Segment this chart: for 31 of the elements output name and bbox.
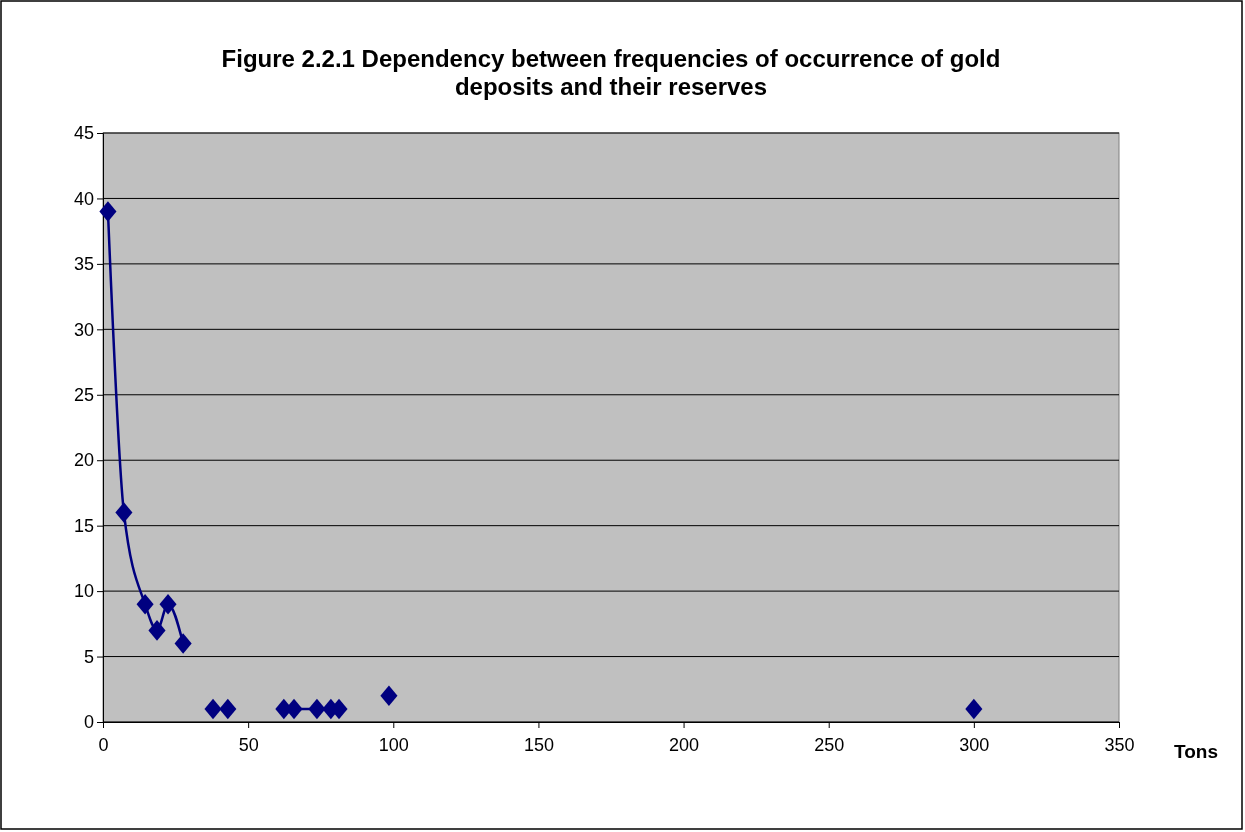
- y-tick-label: 15: [73, 515, 94, 536]
- point: [136, 593, 154, 615]
- y-tick-label: 35: [73, 254, 94, 275]
- point: [174, 633, 192, 654]
- x-tick-label: 250: [814, 734, 845, 755]
- x-tick-label: 200: [669, 734, 700, 755]
- y-tick-label: 40: [73, 188, 94, 209]
- x-tick-label: 100: [378, 734, 409, 755]
- x-tick-label: 0: [98, 734, 109, 755]
- x-tick-label: 150: [523, 734, 554, 755]
- point: [99, 201, 117, 222]
- point: [380, 685, 398, 707]
- point: [219, 698, 237, 720]
- point: [204, 698, 222, 720]
- chart-title: Figure 2.2.1 Dependency between frequencies of occurrence of gold deposits and their reserves: [221, 45, 1001, 100]
- y-tick-label: 30: [73, 319, 94, 340]
- y-tick-label: 0: [83, 712, 94, 733]
- y-tick-label: 5: [83, 646, 94, 667]
- y-tick-label: 20: [73, 450, 94, 471]
- y-tick-label: 10: [73, 581, 94, 602]
- point: [965, 698, 983, 720]
- x-tick-label: 300: [959, 734, 990, 755]
- y-tick-label: 25: [73, 385, 94, 406]
- x-tick-label: 50: [238, 734, 259, 755]
- point: [308, 698, 326, 720]
- x-tick-label: 350: [1104, 734, 1135, 755]
- y-tick-label: 45: [73, 123, 94, 144]
- point: [115, 502, 133, 523]
- point: [148, 620, 166, 641]
- x-axis-title: Tons: [1174, 741, 1218, 762]
- point: [159, 593, 177, 615]
